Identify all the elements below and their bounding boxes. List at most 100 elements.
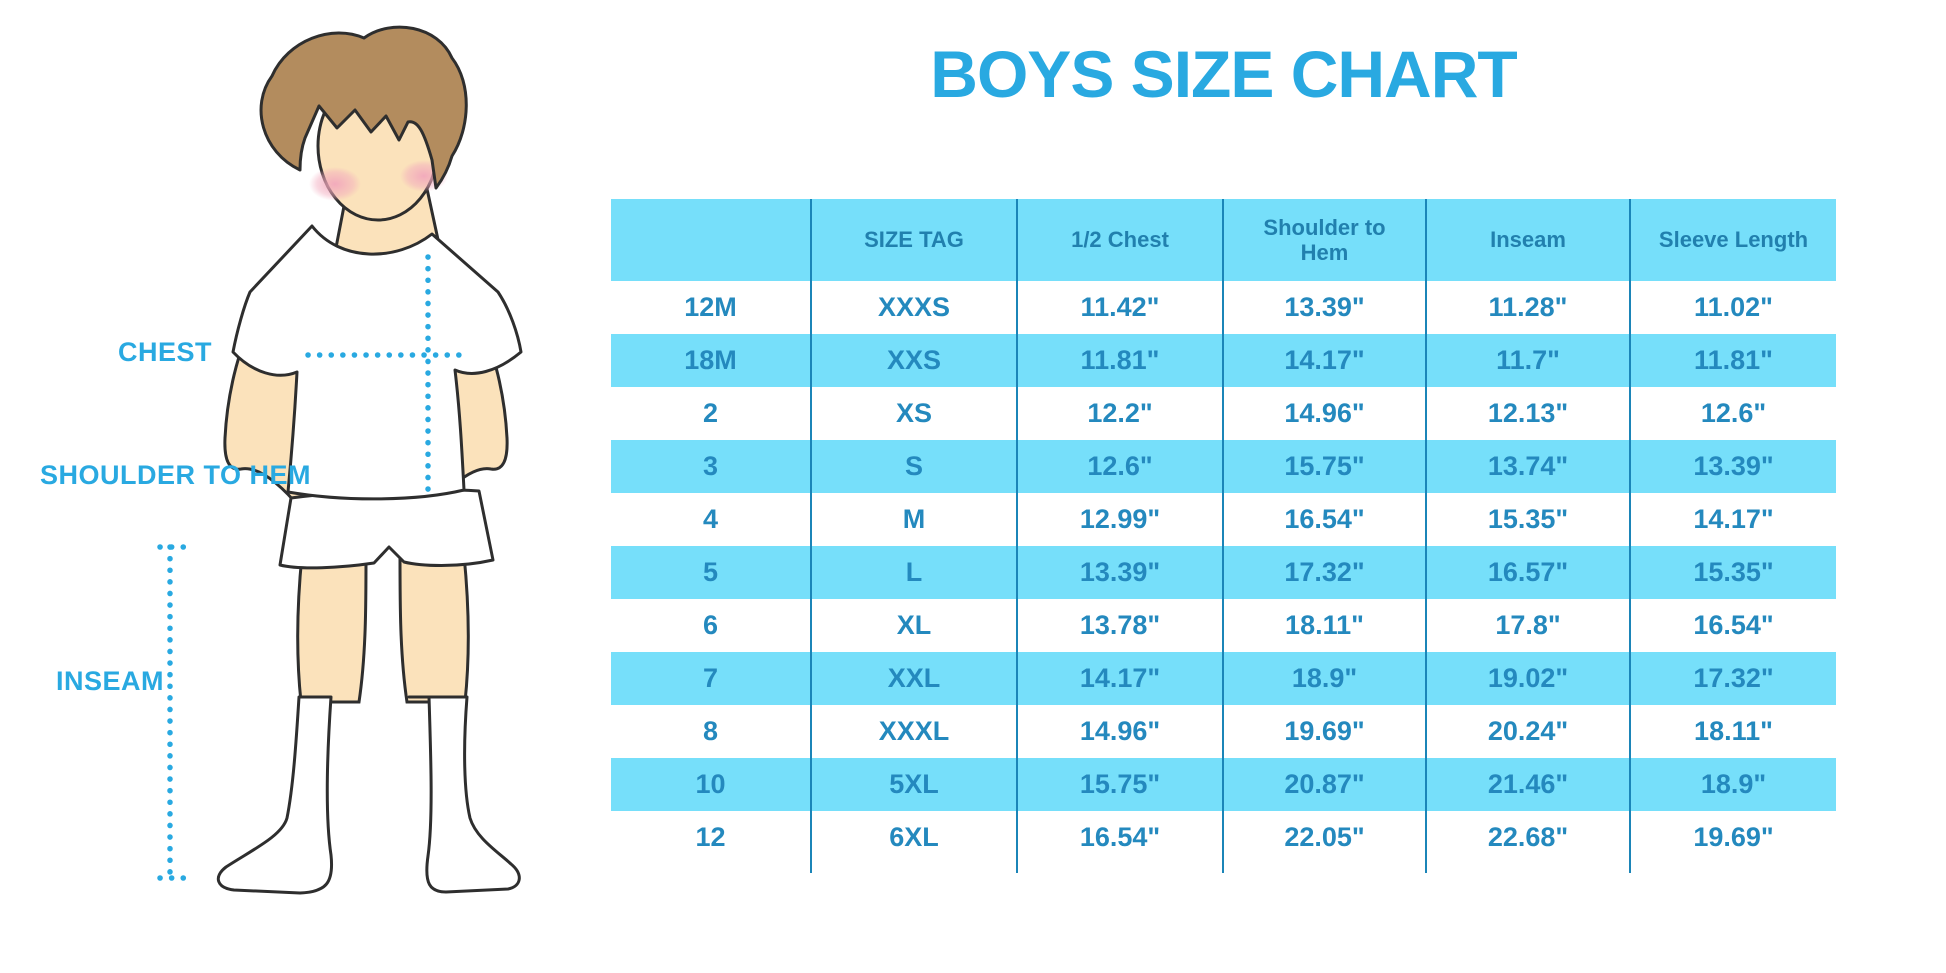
table-row: 5 L 13.39" 17.32" 16.57" 15.35" (611, 546, 1836, 599)
table-cell: 10 (695, 769, 726, 799)
table-cell: 18.11" (1629, 705, 1836, 758)
divider-extension-cell (1016, 864, 1223, 873)
table-cell: XXL (810, 652, 1017, 705)
table-cell: 22.05" (1222, 811, 1426, 864)
table-cell: 18.11" (1222, 599, 1426, 652)
table-cell: 20.24" (1425, 705, 1630, 758)
table-cell: 11.28" (1425, 281, 1630, 334)
column-header-text: 1/2 Chest (1071, 227, 1169, 253)
table-cell: 13.78" (1016, 599, 1223, 652)
table-cell: 12.6" (1629, 387, 1836, 440)
column-header: Sleeve Length (1629, 199, 1836, 281)
table-cell: 15.35" (1425, 493, 1630, 546)
table-body: 12M XXXS 11.42" 13.39" 11.28" 11.02" 18M XXS 11.… (611, 281, 1836, 864)
header-row: SIZE TAG 1/2 Chest Shoulder to Hem Inseam Sl… (611, 199, 1836, 281)
column-header: Inseam (1425, 199, 1630, 281)
table-cell: 20.87" (1222, 758, 1426, 811)
table-row: 12M XXXS 11.42" 13.39" 11.28" 11.02" (611, 281, 1836, 334)
column-header-text: SIZE TAG (864, 227, 964, 253)
table-cell: 11.42" (1016, 281, 1223, 334)
column-header-text: Sleeve Length (1658, 227, 1809, 253)
table-cell: XL (810, 599, 1017, 652)
table-cell: 12.2" (1016, 387, 1223, 440)
table-cell: 16.57" (1425, 546, 1630, 599)
table-cell: XXXL (810, 705, 1017, 758)
table-cell: 12.99" (1016, 493, 1223, 546)
table-cell: 15.35" (1629, 546, 1836, 599)
inseam-label: INSEAM (56, 666, 165, 696)
table-cell: 11.02" (1629, 281, 1836, 334)
chest-label: CHEST (118, 337, 213, 367)
table-cell: 7 (702, 663, 719, 693)
table-cell: XXS (810, 334, 1017, 387)
divider-extension-cell (1425, 864, 1630, 873)
table-cell: 5XL (810, 758, 1017, 811)
boy-leg-left (296, 553, 368, 704)
divider-extension-cell (1222, 864, 1426, 873)
table-cell: 13.74" (1425, 440, 1630, 493)
table-cell: L (810, 546, 1017, 599)
divider-extension-cell (810, 864, 1017, 873)
table-row: 3 S 12.6" 15.75" 13.74" 13.39" (611, 440, 1836, 493)
table-row: 7 XXL 14.17" 18.9" 19.02" 17.32" (611, 652, 1836, 705)
table-row: 4 M 12.99" 16.54" 15.35" 14.17" (611, 493, 1836, 546)
table-cell: 14.17" (1222, 334, 1426, 387)
table-row: 6 XL 13.78" 18.11" 17.8" 16.54" (611, 599, 1836, 652)
divider-extension-cell (1629, 864, 1836, 873)
table-cell: 14.17" (1016, 652, 1223, 705)
table-row: 12 6XL 16.54" 22.05" 22.68" 19.69" (611, 811, 1836, 864)
table-cell: 14.96" (1016, 705, 1223, 758)
table-cell: 16.54" (1629, 599, 1836, 652)
table-cell: 12M (684, 292, 737, 322)
column-header-text: Shoulder to Hem (1263, 214, 1386, 265)
table-cell: 11.7" (1425, 334, 1630, 387)
table-cell: 12 (695, 822, 726, 852)
table-cell: 5 (702, 557, 719, 587)
table-cell: S (810, 440, 1017, 493)
table-cell: 15.75" (1016, 758, 1223, 811)
table-cell: 18.9" (1222, 652, 1426, 705)
boy-sock-left (216, 695, 334, 895)
boy-leg-right (398, 553, 470, 704)
table-cell: 22.68" (1425, 811, 1630, 864)
table-cell: 17.32" (1629, 652, 1836, 705)
table-row: 10 5XL 15.75" 20.87" 21.46" 18.9" (611, 758, 1836, 811)
table-cell: 14.17" (1629, 493, 1836, 546)
table-cell: 17.8" (1425, 599, 1630, 652)
column-header: Shoulder to Hem (1222, 199, 1426, 281)
table-cell: 16.54" (1222, 493, 1426, 546)
table-cell: 4 (702, 504, 719, 534)
table-cell: 15.75" (1222, 440, 1426, 493)
boy-tshirt (231, 224, 523, 501)
table-cell: 19.69" (1222, 705, 1426, 758)
divider-extension-cell (611, 864, 811, 873)
boy-shorts (278, 488, 495, 570)
boy-measurement-illustration (157, 25, 523, 895)
table-cell: 3 (702, 451, 719, 481)
column-header: SIZE TAG (810, 199, 1017, 281)
table-cell: XXXS (810, 281, 1017, 334)
table-cell: M (810, 493, 1017, 546)
table-cell: 21.46" (1425, 758, 1630, 811)
table-row: 8 XXXL 14.96" 19.69" 20.24" 18.11" (611, 705, 1836, 758)
table-cell: 11.81" (1016, 334, 1223, 387)
table-cell: 13.39" (1016, 546, 1223, 599)
table-cell: 6XL (810, 811, 1017, 864)
table-cell: 18.9" (1629, 758, 1836, 811)
boy-blush-left (309, 167, 361, 201)
boy-sock-right (407, 695, 521, 894)
table-cell: 14.96" (1222, 387, 1426, 440)
boy-hair (259, 25, 468, 190)
column-header-text: Inseam (1490, 227, 1566, 253)
measurement-lines (157, 254, 465, 881)
table-row: 2 XS 12.2" 14.96" 12.13" 12.6" (611, 387, 1836, 440)
table-cell: 16.54" (1016, 811, 1223, 864)
table-row: 18M XXS 11.81" 14.17" 11.7" 11.81" (611, 334, 1836, 387)
table-cell: 6 (702, 610, 719, 640)
table-cell: 12.13" (1425, 387, 1630, 440)
column-header: 1/2 Chest (1016, 199, 1223, 281)
column-header (611, 199, 811, 281)
table-cell: 2 (702, 398, 719, 428)
table-cell: XS (810, 387, 1017, 440)
